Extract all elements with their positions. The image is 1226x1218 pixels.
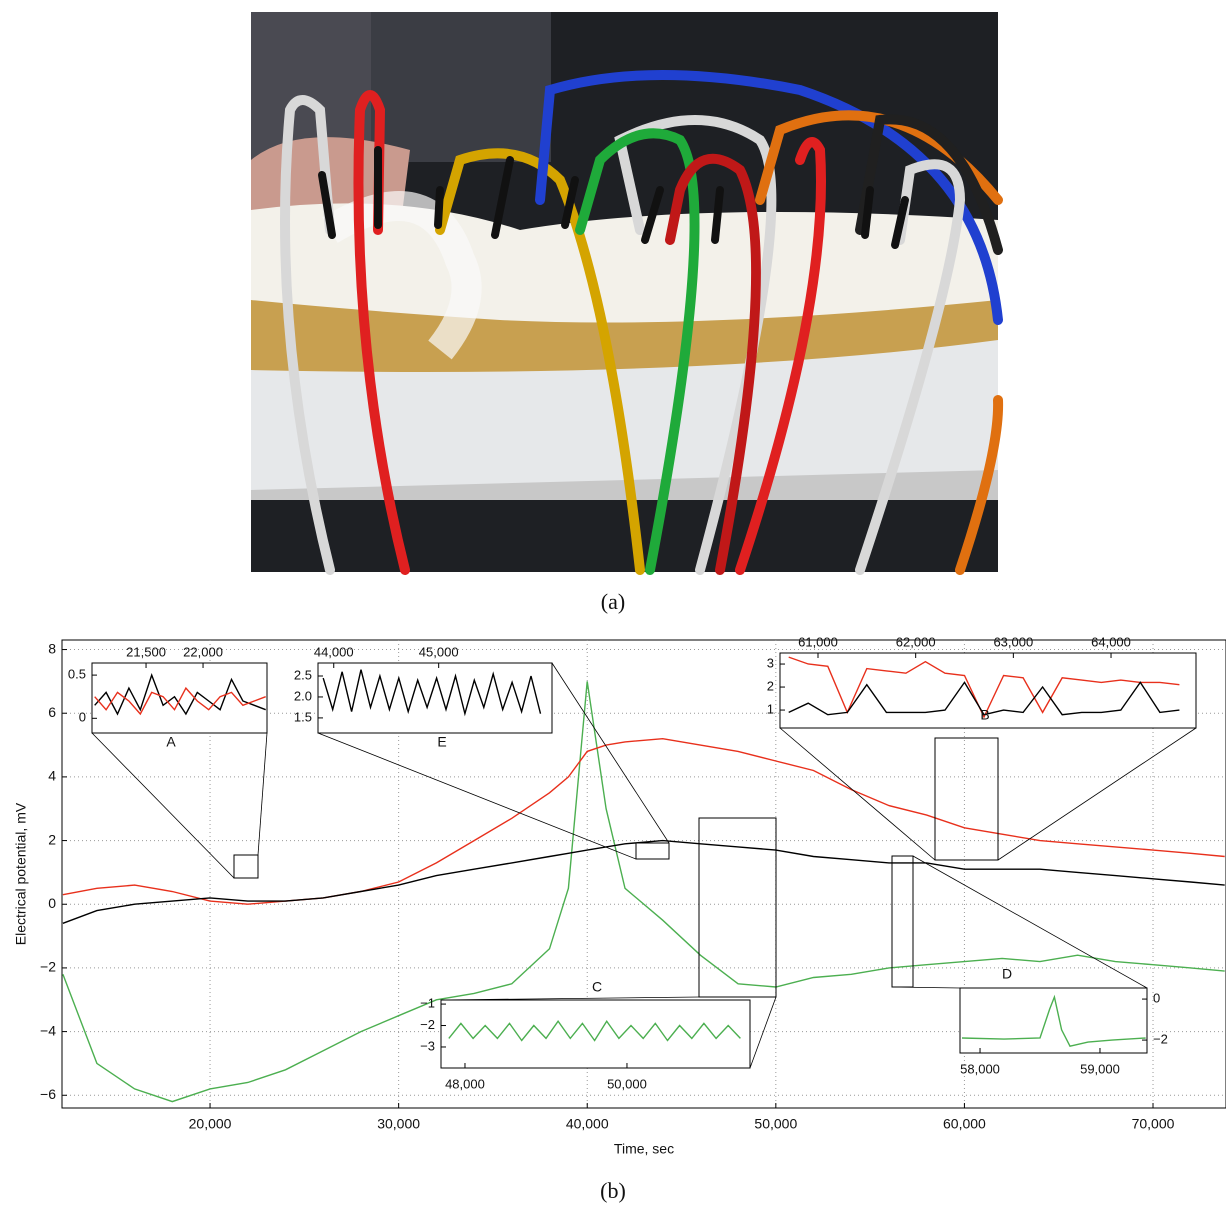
x-tick-label: 59,000 [1080, 1061, 1120, 1076]
plot-frame [317, 662, 553, 734]
plot-frame [440, 999, 751, 1069]
data-line [448, 1019, 741, 1042]
y-tick-label: −1 [420, 996, 435, 1011]
x-tick-label: 64,000 [1091, 634, 1131, 649]
data-line [62, 681, 1225, 1103]
photo-caption: (a) [601, 589, 625, 614]
chart-caption: (b) [600, 1178, 626, 1203]
data-line [788, 681, 1180, 716]
zoom-connector [551, 662, 670, 844]
plot-frame [779, 652, 1197, 729]
y-tick-label: 8 [48, 640, 56, 656]
y-tick-label: −3 [420, 1038, 435, 1053]
inset-label: E [437, 734, 446, 750]
data-line [322, 669, 542, 717]
x-tick-label: 50,000 [754, 1116, 797, 1132]
x-tick-label: 40,000 [566, 1116, 609, 1132]
photo [251, 12, 1004, 575]
y-axis-label: Electrical potential, mV [13, 802, 29, 945]
data-line [62, 737, 1225, 905]
zoom-connector [317, 732, 637, 860]
y-tick-label: 2 [767, 678, 774, 693]
data-line [788, 656, 1180, 719]
y-tick-label: 2.0 [294, 688, 312, 703]
inset-label: C [592, 979, 602, 995]
x-tick-label: 60,000 [943, 1116, 986, 1132]
data-line [961, 994, 1146, 1048]
x-tick-label: 48,000 [445, 1076, 485, 1091]
x-axis-label: Time, sec [614, 1141, 674, 1157]
inset-chart: 21,500 22,000 0 0.5 A [68, 644, 268, 750]
zoom-box [934, 737, 999, 861]
data-line [94, 672, 266, 716]
y-tick-label: −2 [420, 1017, 435, 1032]
x-tick-label: 22,000 [183, 644, 223, 659]
y-tick-label: 0 [48, 895, 56, 911]
x-tick-label: 50,000 [607, 1076, 647, 1091]
x-tick-label: 62,000 [896, 634, 936, 649]
x-tick-label: 20,000 [189, 1116, 232, 1132]
data-line [62, 839, 1225, 924]
x-tick-label: 30,000 [377, 1116, 420, 1132]
x-tick-label: 63,000 [993, 634, 1033, 649]
zoom-box [635, 842, 670, 860]
y-tick-label: −6 [40, 1086, 56, 1102]
zoom-connector [912, 855, 1148, 989]
zoom-connector [749, 996, 777, 1069]
x-tick-label: 70,000 [1132, 1116, 1175, 1132]
y-tick-label: 0.5 [68, 667, 86, 682]
inset-label: D [1002, 966, 1012, 982]
x-tick-label: 21,500 [126, 644, 166, 659]
zoom-connector [91, 732, 235, 879]
zoom-connector [891, 986, 961, 989]
zoom-connector [257, 732, 268, 856]
y-tick-label: −4 [40, 1022, 56, 1038]
x-tick-label: 45,000 [419, 644, 459, 659]
y-tick-label: 2.5 [294, 667, 312, 682]
zoom-connector [997, 727, 1197, 861]
y-tick-label: 1 [767, 701, 774, 716]
y-tick-label: −2 [1153, 1032, 1168, 1047]
x-tick-label: 58,000 [960, 1061, 1000, 1076]
y-tick-label: 2 [48, 831, 56, 847]
zoom-guides [91, 662, 1197, 1069]
inset-chart: 61,000 62,000 63,000 64,000 1 2 3 B [767, 634, 1197, 729]
y-tick-label: −2 [40, 959, 56, 975]
y-tick-label: 3 [767, 655, 774, 670]
inset-label: A [166, 734, 176, 750]
plot-frame [91, 662, 268, 734]
zoom-box [233, 854, 259, 879]
zoom-box [698, 817, 777, 998]
data-line [94, 686, 266, 716]
zoom-connector [779, 727, 936, 861]
y-tick-label: 0 [79, 710, 86, 725]
y-tick-label: 1.5 [294, 709, 312, 724]
inset-label: B [980, 707, 989, 723]
y-tick-label: 4 [48, 768, 56, 784]
x-tick-label: 61,000 [798, 634, 838, 649]
inset-chart: 48,000 50,000 −3 −2 −1 C [420, 979, 751, 1091]
x-tick-label: 44,000 [314, 644, 354, 659]
inset-chart: 44,000 45,000 1.5 2.0 2.5 E [294, 644, 553, 750]
inset-chart: 58,000 59,000 −2 0 D [959, 966, 1168, 1076]
y-tick-label: 0 [1153, 991, 1160, 1006]
y-tick-label: 6 [48, 704, 56, 720]
